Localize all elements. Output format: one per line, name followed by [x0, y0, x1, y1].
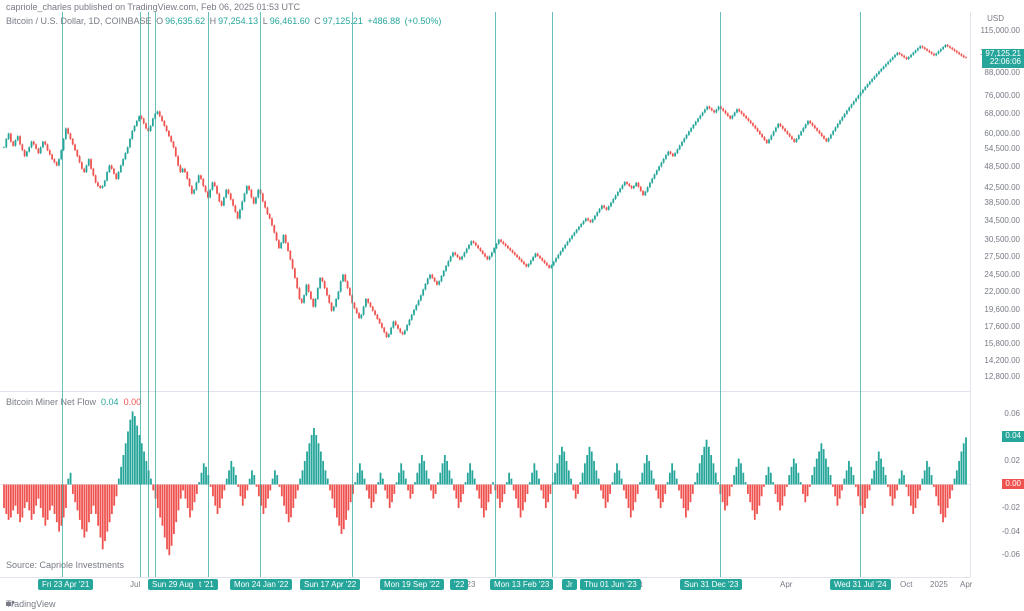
ytick-price: 19,600.00: [984, 305, 1020, 314]
yaxis-price[interactable]: USD 115,000.00100,000.0088,000.0076,000.…: [970, 12, 1024, 392]
event-line: [720, 12, 721, 577]
last-price-badge: 97,125.2122:06:06: [982, 49, 1024, 69]
event-line: [148, 12, 149, 577]
xtick-badge: Mon 19 Sep '22: [380, 579, 444, 590]
xtick-badge: Mon 13 Feb '23: [490, 579, 553, 590]
ytick-flow: -0.02: [1002, 503, 1020, 512]
event-line: [140, 12, 141, 577]
xtick: 2025: [930, 580, 948, 589]
ytick-price: 12,800.00: [984, 372, 1020, 381]
xtick-badge: Thu 01 Jun '23: [580, 579, 641, 590]
ytick-price: 54,500.00: [984, 144, 1020, 153]
tradingview-logo: TradingView: [6, 599, 56, 609]
publish-header: capriole_charles published on TradingVie…: [6, 2, 300, 12]
source-label: Source: Capriole Investments: [6, 560, 124, 570]
event-line: [260, 12, 261, 577]
ytick-price: 60,000.00: [984, 129, 1020, 138]
ytick-price: 38,500.00: [984, 198, 1020, 207]
xtick-badge: t '21: [195, 579, 218, 590]
xtick: Jul: [130, 580, 140, 589]
xtick-badge: Fri 23 Apr '21: [38, 579, 93, 590]
ytick-price: 27,500.00: [984, 252, 1020, 261]
ytick-flow: -0.04: [1002, 527, 1020, 536]
xtick-badge: Sun 17 Apr '22: [300, 579, 360, 590]
ytick-price: 30,500.00: [984, 235, 1020, 244]
price-svg: [0, 12, 970, 392]
ytick-price: 14,200.00: [984, 356, 1020, 365]
xtick: Oct: [900, 580, 912, 589]
xtick-badge: '22: [450, 579, 468, 590]
xtick: Apr: [960, 580, 972, 589]
ytick-price: 34,500.00: [984, 216, 1020, 225]
yaxis-flow[interactable]: 0.060.040.020.00-0.02-0.04-0.06 0.04 0.0…: [970, 392, 1024, 577]
flow-badge-up: 0.04: [1002, 431, 1024, 442]
ytick-price: 15,800.00: [984, 339, 1020, 348]
event-line: [155, 12, 156, 577]
ytick-flow: -0.06: [1002, 550, 1020, 559]
event-line: [552, 12, 553, 577]
flow-pane[interactable]: [0, 392, 970, 577]
chart-root: capriole_charles published on TradingVie…: [0, 0, 1024, 611]
xtick-badge: Mon 24 Jan '22: [230, 579, 292, 590]
xaxis[interactable]: JulJul'22'23OctAprOct2025AprFri 23 Apr '…: [0, 577, 970, 595]
ytick-price: 88,000.00: [984, 68, 1020, 77]
event-line: [208, 12, 209, 577]
ytick-price: 17,600.00: [984, 322, 1020, 331]
price-pane[interactable]: [0, 12, 970, 392]
xtick-badge: Sun 31 Dec '23: [680, 579, 742, 590]
yaxis-title: USD: [987, 14, 1004, 23]
flow-badge-dn: 0.00: [1002, 479, 1024, 490]
event-line: [352, 12, 353, 577]
ytick-price: 24,500.00: [984, 270, 1020, 279]
event-line: [62, 12, 63, 577]
xtick-badge: Jr: [562, 579, 577, 590]
ytick-flow: 0.06: [1004, 409, 1020, 418]
ytick-price: 48,500.00: [984, 162, 1020, 171]
ytick-price: 22,000.00: [984, 287, 1020, 296]
ytick-flow: 0.02: [1004, 456, 1020, 465]
ytick-price: 76,000.00: [984, 91, 1020, 100]
event-line: [495, 12, 496, 577]
ytick-price: 42,500.00: [984, 183, 1020, 192]
ytick-price: 115,000.00: [981, 26, 1020, 35]
event-line: [860, 12, 861, 577]
flow-svg: [0, 392, 970, 577]
xtick: Apr: [780, 580, 792, 589]
xtick-badge: Wed 31 Jul '24: [830, 579, 891, 590]
ytick-price: 68,000.00: [984, 109, 1020, 118]
